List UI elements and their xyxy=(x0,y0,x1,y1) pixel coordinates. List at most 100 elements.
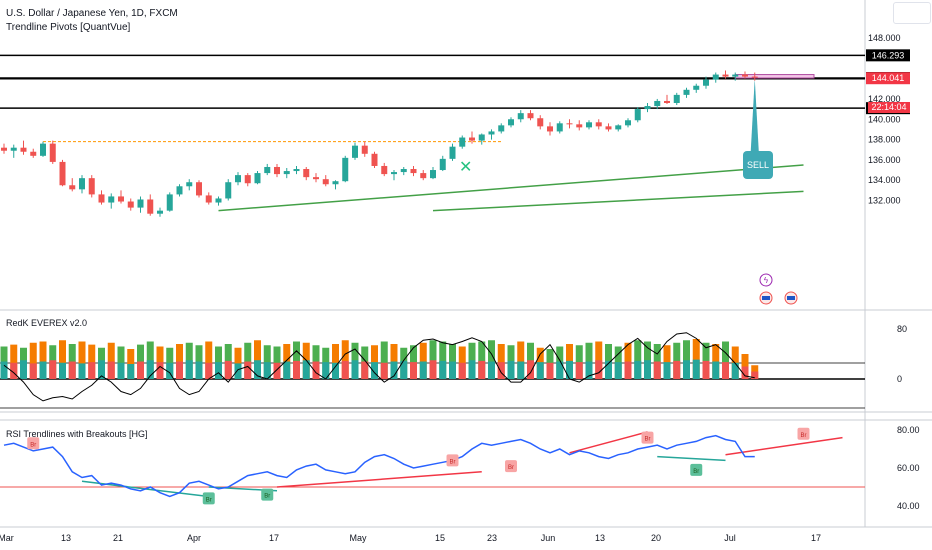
candle-body xyxy=(88,178,95,195)
candle-body xyxy=(673,94,680,103)
candle-body xyxy=(215,198,222,203)
everex-bar-lower xyxy=(254,360,261,379)
everex-bar-lower xyxy=(302,360,310,379)
everex-bar-lower xyxy=(244,361,252,379)
breakout-label: Br xyxy=(693,469,699,475)
candle-body xyxy=(420,173,427,179)
breakout-badge xyxy=(641,431,654,444)
time-tick-label: 13 xyxy=(61,533,71,543)
time-tick-label: Apr xyxy=(187,533,201,543)
everex-bar-upper xyxy=(254,340,261,379)
time-tick-label: 17 xyxy=(811,533,821,543)
price-tick-label: 140.000 xyxy=(868,114,901,124)
rsi-tick-label: 60.00 xyxy=(897,463,920,473)
candle-body xyxy=(732,74,739,77)
everex-bar-upper xyxy=(692,339,700,379)
everex-bar-upper xyxy=(78,341,86,379)
candle-body xyxy=(693,85,700,90)
candle-body xyxy=(634,109,641,121)
candle-body xyxy=(459,137,466,147)
sell-label: SELL xyxy=(746,160,770,170)
everex-bar-upper xyxy=(634,340,642,379)
everex-bar-lower xyxy=(351,360,359,379)
lightning-icon xyxy=(759,273,773,287)
everex-bar-lower xyxy=(624,361,632,379)
rsi-tick-label: 40.00 xyxy=(897,501,920,511)
everex-bar-lower xyxy=(283,361,291,379)
axes: 148.000144.000142.000140.000138.000136.0… xyxy=(0,33,920,543)
candle-body xyxy=(537,118,544,127)
price-tick-label: 132.000 xyxy=(868,196,901,206)
everex-bar-lower xyxy=(478,360,486,379)
everex-bar-lower xyxy=(751,371,759,379)
trendline xyxy=(218,164,804,212)
time-tick-label: Jul xyxy=(724,533,736,543)
time-tick-label: Jun xyxy=(541,533,556,543)
everex-bar-lower xyxy=(517,361,525,379)
everex-bar-lower xyxy=(400,360,408,379)
everex-bar-lower xyxy=(380,362,388,379)
candle-body xyxy=(381,165,388,175)
candle-body xyxy=(664,100,670,103)
everex-bar-lower xyxy=(78,363,86,379)
time-tick-label: 15 xyxy=(435,533,445,543)
everex-bar-upper xyxy=(585,342,593,379)
breakout-badge xyxy=(27,437,40,450)
candle-body xyxy=(683,89,690,95)
everex-bar-lower xyxy=(527,360,534,379)
price-tick-label: 142.000 xyxy=(868,94,901,104)
everex-bar-lower xyxy=(224,360,232,379)
breakout-badge xyxy=(261,488,274,501)
everex-bar-upper xyxy=(10,344,18,379)
candle-body xyxy=(391,172,397,175)
candle-body xyxy=(157,210,163,214)
everex-bar-upper xyxy=(722,341,729,379)
candle-body xyxy=(439,158,446,171)
everex-bar-lower xyxy=(546,362,554,379)
trendline xyxy=(432,190,804,212)
candle-body xyxy=(293,169,300,172)
candle-body xyxy=(30,151,37,156)
time-tick-label: May xyxy=(349,533,367,543)
candle-body xyxy=(586,122,592,128)
everex-bar-lower xyxy=(361,361,369,379)
candle-body xyxy=(742,74,748,77)
candle-body xyxy=(576,124,583,128)
breakout-badge xyxy=(797,427,810,440)
indicator-title[interactable]: Trendline Pivots [QuantVue] xyxy=(6,22,131,33)
rsi-title[interactable]: RSI Trendlines with Breakouts [HG] xyxy=(6,429,148,439)
everex-bar-lower xyxy=(146,360,154,379)
rsi-trendline xyxy=(657,455,726,462)
candle-body xyxy=(605,126,612,130)
candle-body xyxy=(712,74,719,80)
sell-arrow xyxy=(750,78,759,151)
candle-body xyxy=(147,199,154,214)
everex-panel xyxy=(0,332,865,409)
symbol-title[interactable]: U.S. Dollar / Japanese Yen, 1D, FXCM xyxy=(6,8,178,19)
everex-bar-upper xyxy=(59,340,66,379)
rsi-trendline xyxy=(725,436,843,456)
candle-body xyxy=(498,125,505,132)
price-panel: ϟ xyxy=(0,54,865,305)
everex-title[interactable]: RedK EVEREX v2.0 xyxy=(6,318,88,328)
lightning-glyph: ϟ xyxy=(764,276,769,285)
everex-bar-lower xyxy=(127,364,135,379)
everex-bar-lower xyxy=(10,362,18,379)
everex-bar-lower xyxy=(458,362,466,379)
candle-body xyxy=(205,195,212,203)
candle-body xyxy=(430,170,436,179)
everex-bar-lower xyxy=(595,360,603,379)
us-flag-stripe xyxy=(762,296,770,300)
candle-body xyxy=(400,169,407,173)
candle-body xyxy=(254,173,261,184)
everex-bar-lower xyxy=(322,362,330,379)
top-right-widget[interactable] xyxy=(893,2,931,24)
candle-body xyxy=(722,74,729,77)
candle-body xyxy=(69,185,76,190)
everex-bar-lower xyxy=(68,361,76,379)
candle-body xyxy=(1,147,7,151)
everex-bar-lower xyxy=(332,362,339,379)
rsi-trendline xyxy=(569,431,648,454)
everex-bar-lower xyxy=(156,362,164,379)
